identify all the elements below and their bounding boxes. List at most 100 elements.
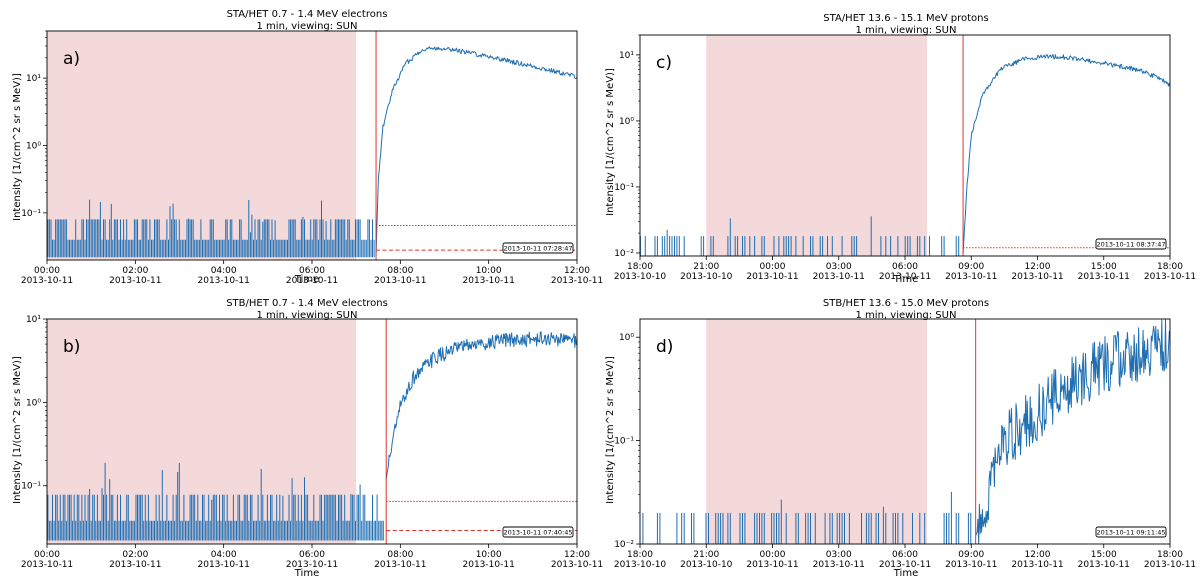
panel-a-xtick-label: 12:00 [564,266,590,276]
panel-d-ytick-label: 10⁻¹ [614,437,634,447]
panel-a-onset-stamp: 2013-10-11 07:28:47 [503,244,572,252]
panel-c-onset-stamp: 2013-10-11 08:37:47 [1096,240,1165,248]
panel-b-ytick-label: 10⁻¹ [21,482,41,492]
panel-b-xtick-label: 00:00 [34,550,60,560]
panel-c-xtick-date: 2013-10-11 [746,272,798,282]
panel-b-xtick-date: 2013-10-11 [198,560,250,570]
panel-a-ylabel: Intensity [1/(cm^2 sr s MeV)] [12,73,23,221]
panel-d-ytick-label: 10⁻² [614,540,634,550]
panel-c-xtick-date: 2013-10-11 [813,272,865,282]
panel-d-shaded-interval [706,319,928,544]
panel-b-xtick-date: 2013-10-11 [21,560,73,570]
panel-b-background-noise [47,462,384,541]
panel-b-xtick-label: 12:00 [564,550,590,560]
panel-a-title: STA/HET 0.7 - 1.4 MeV electrons [227,9,388,20]
panel-c-subtitle: 1 min, viewing: SUN [856,25,957,36]
panel-b-xtick-label: 04:00 [211,550,237,560]
panel-c-ytick-label: 10¹ [619,51,634,61]
panel-c-xtick-label: 15:00 [1091,262,1117,272]
panel-c-xtick-label: 09:00 [958,262,984,272]
panel-b-onset-box [502,526,574,538]
panel-d-xtick-label: 15:00 [1091,550,1117,560]
panel-a: 10⁻¹10⁰10¹00:002013-10-1102:002013-10-11… [12,9,603,286]
panel-c-xtick-date: 2013-10-11 [945,272,997,282]
panel-a-ytick-label: 10⁻¹ [21,209,41,219]
panel-d-xtick-label: 00:00 [760,550,786,560]
panel-c: 10⁻²10⁻¹10⁰10¹18:002013-10-1021:002013-1… [605,13,1196,285]
panel-a-xtick-label: 08:00 [387,266,413,276]
panel-a-shaded-interval [47,31,357,260]
panel-d-xtick-date: 2013-10-11 [879,560,931,570]
panel-c-onset-box [1095,238,1167,250]
panel-c-title: STA/HET 13.6 - 15.1 MeV protons [823,13,988,24]
panel-b-title: STB/HET 0.7 - 1.4 MeV electrons [226,298,388,309]
panel-a-event-curve [375,46,578,258]
panel-a-xtick-date: 2013-10-11 [463,276,515,286]
panel-a-xtick-label: 04:00 [211,266,237,276]
panel-a-background-noise [47,199,375,258]
panel-a-xtick-date: 2013-10-11 [109,276,161,286]
panel-d-event-curve [975,319,1171,545]
panel-a-xtick-label: 02:00 [122,266,148,276]
panel-b-event-curve [385,331,578,480]
panel-b-xtick-date: 2013-10-11 [286,560,338,570]
panel-d-xtick-label: 09:00 [958,550,984,560]
panel-d-xtick-date: 2013-10-11 [746,560,798,570]
panel-b-xtick-date: 2013-10-11 [109,560,161,570]
panel-b-ytick-label: 10⁰ [26,398,41,408]
panel-c-xtick-date: 2013-10-11 [1144,272,1196,282]
panel-a-xtick-label: 10:00 [476,266,502,276]
panel-c-xtick-date: 2013-10-11 [1078,272,1130,282]
panel-c-shaded-interval [706,35,928,256]
panel-c-xtick-date: 2013-10-11 [1011,272,1063,282]
panel-a-xtick-label: 06:00 [299,266,325,276]
panel-c-label: c) [656,53,672,73]
panel-d-xtick-date: 2013-10-10 [614,560,667,570]
panel-a-ytick-label: 10¹ [26,74,41,84]
panel-b: 10⁻¹10⁰10¹00:002013-10-1102:002013-10-11… [12,298,603,579]
panel-b-subtitle: 1 min, viewing: SUN [257,310,358,321]
panel-c-ytick-label: 10⁻² [614,249,634,259]
panel-b-xtick-date: 2013-10-11 [463,560,515,570]
panel-c-xlabel: Time [893,274,918,285]
panel-b-xtick-date: 2013-10-11 [374,560,426,570]
panel-a-subtitle: 1 min, viewing: SUN [257,21,358,32]
panel-a-xtick-date: 2013-10-11 [286,276,338,286]
panel-d-xtick-label: 03:00 [826,550,852,560]
panel-d-xtick-date: 2013-10-11 [1078,560,1130,570]
panel-c-event-curve [962,53,1171,254]
panel-d-background-noise [642,491,972,544]
panel-c-xtick-label: 03:00 [826,262,852,272]
panel-d-xtick-label: 21:00 [693,550,719,560]
panel-d-title: STB/HET 13.6 - 15.0 MeV protons [823,298,989,309]
panel-d-xtick-date: 2013-10-11 [1011,560,1063,570]
panel-c-ytick-label: 10⁰ [619,117,634,127]
panel-d-xlabel: Time [893,568,918,579]
panel-d-subtitle: 1 min, viewing: SUN [856,310,957,321]
panel-b-xtick-date: 2013-10-11 [551,560,603,570]
panel-b-xtick-label: 02:00 [122,550,148,560]
panel-a-xtick-label: 00:00 [34,266,60,276]
panel-d-xtick-label: 18:00 [1157,550,1183,560]
panel-d-xtick-label: 18:00 [627,550,653,560]
panel-c-ylabel: Intensity [1/(cm^2 sr s MeV)] [605,68,616,216]
panel-a-xtick-date: 2013-10-11 [374,276,426,286]
panel-b-xtick-label: 08:00 [387,550,413,560]
panel-b-ylabel: Intensity [1/(cm^2 sr s MeV)] [12,356,23,504]
panel-c-xtick-label: 00:00 [760,262,786,272]
panel-c-ytick-label: 10⁻¹ [614,183,634,193]
panel-d-xtick-label: 12:00 [1025,550,1051,560]
panel-b-label: b) [63,337,80,357]
panel-b-xtick-label: 10:00 [476,550,502,560]
panel-a-ytick-label: 10⁰ [26,142,41,152]
panel-d: 10⁻²10⁻¹10⁰18:002013-10-1021:002013-10-1… [605,298,1196,579]
panel-c-xtick-date: 2013-10-11 [879,272,931,282]
panel-c-xtick-label: 18:00 [627,262,653,272]
panel-b-onset-stamp: 2013-10-11 07:40:45 [503,528,572,536]
panel-d-xtick-date: 2013-10-11 [813,560,865,570]
panel-a-onset-box [502,242,574,254]
panel-b-xtick-label: 06:00 [299,550,325,560]
panel-c-xtick-label: 18:00 [1157,262,1183,272]
panel-c-xtick-label: 21:00 [693,262,719,272]
